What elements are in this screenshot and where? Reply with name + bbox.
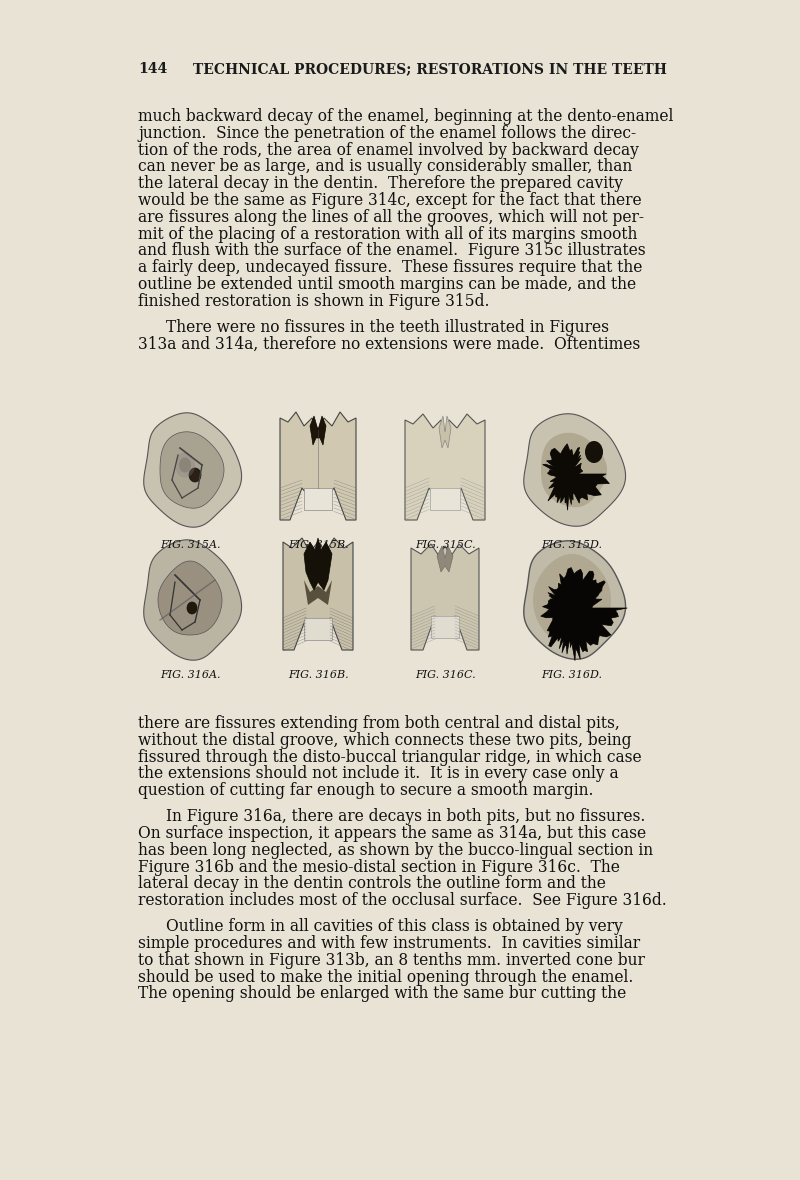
Text: lateral decay in the dentin controls the outline form and the: lateral decay in the dentin controls the… bbox=[138, 876, 606, 892]
Polygon shape bbox=[283, 538, 353, 650]
Text: restoration includes most of the occlusal surface.  See Figure 316d.: restoration includes most of the occlusa… bbox=[138, 892, 666, 910]
Polygon shape bbox=[280, 412, 356, 520]
Text: There were no fissures in the teeth illustrated in Figures: There were no fissures in the teeth illu… bbox=[166, 319, 609, 336]
Polygon shape bbox=[411, 544, 439, 556]
Ellipse shape bbox=[187, 602, 197, 614]
Ellipse shape bbox=[175, 452, 195, 478]
Text: there are fissures extending from both central and distal pits,: there are fissures extending from both c… bbox=[138, 715, 620, 732]
Text: FIG. 316B.: FIG. 316B. bbox=[288, 670, 348, 680]
Text: has been long neglected, as shown by the bucco-lingual section in: has been long neglected, as shown by the… bbox=[138, 841, 653, 859]
Text: can never be as large, and is usually considerably smaller, than: can never be as large, and is usually co… bbox=[138, 158, 632, 176]
Text: FIG. 316D.: FIG. 316D. bbox=[542, 670, 602, 680]
Ellipse shape bbox=[189, 468, 201, 481]
Polygon shape bbox=[437, 546, 453, 572]
Polygon shape bbox=[533, 553, 611, 644]
Polygon shape bbox=[405, 414, 485, 520]
Text: without the distal groove, which connects these two pits, being: without the distal groove, which connect… bbox=[138, 732, 631, 749]
Text: FIG. 315B.: FIG. 315B. bbox=[288, 540, 348, 550]
Polygon shape bbox=[144, 539, 242, 660]
Text: would be the same as Figure 314c, except for the fact that there: would be the same as Figure 314c, except… bbox=[138, 192, 642, 209]
Polygon shape bbox=[144, 413, 242, 527]
Text: finished restoration is shown in Figure 315d.: finished restoration is shown in Figure … bbox=[138, 293, 490, 310]
Polygon shape bbox=[542, 444, 610, 510]
Text: Outline form in all cavities of this class is obtained by very: Outline form in all cavities of this cla… bbox=[166, 918, 622, 936]
Text: much backward decay of the enamel, beginning at the dento-enamel: much backward decay of the enamel, begin… bbox=[138, 109, 674, 125]
Polygon shape bbox=[439, 417, 451, 448]
Polygon shape bbox=[310, 417, 326, 445]
Text: should be used to make the initial opening through the enamel.: should be used to make the initial openi… bbox=[138, 969, 634, 985]
Text: 313a and 314a, therefore no extensions were made.  Oftentimes: 313a and 314a, therefore no extensions w… bbox=[138, 335, 640, 353]
Text: FIG. 315C.: FIG. 315C. bbox=[414, 540, 475, 550]
Text: question of cutting far enough to secure a smooth margin.: question of cutting far enough to secure… bbox=[138, 782, 594, 799]
Polygon shape bbox=[280, 412, 312, 426]
Text: are fissures along the lines of all the grooves, which will not per-: are fissures along the lines of all the … bbox=[138, 209, 644, 225]
Bar bbox=[431, 616, 459, 638]
Polygon shape bbox=[411, 544, 479, 650]
Ellipse shape bbox=[179, 458, 191, 472]
Polygon shape bbox=[541, 568, 627, 661]
Text: FIG. 316C.: FIG. 316C. bbox=[414, 670, 475, 680]
Text: outline be extended until smooth margins can be made, and the: outline be extended until smooth margins… bbox=[138, 276, 636, 293]
Text: a fairly deep, undecayed fissure.  These fissures require that the: a fairly deep, undecayed fissure. These … bbox=[138, 260, 642, 276]
Text: 144: 144 bbox=[138, 63, 167, 76]
Polygon shape bbox=[158, 560, 222, 635]
Text: mit of the placing of a restoration with all of its margins smooth: mit of the placing of a restoration with… bbox=[138, 225, 638, 243]
Text: fissured through the disto-buccal triangular ridge, in which case: fissured through the disto-buccal triang… bbox=[138, 748, 642, 766]
Text: The opening should be enlarged with the same bur cutting the: The opening should be enlarged with the … bbox=[138, 985, 626, 1003]
Polygon shape bbox=[524, 414, 626, 526]
Text: to that shown in Figure 313b, an 8 tenths mm. inverted cone bur: to that shown in Figure 313b, an 8 tenth… bbox=[138, 952, 645, 969]
Bar bbox=[304, 618, 332, 640]
Text: the lateral decay in the dentin.  Therefore the prepared cavity: the lateral decay in the dentin. Therefo… bbox=[138, 175, 623, 192]
Text: tion of the rods, the area of enamel involved by backward decay: tion of the rods, the area of enamel inv… bbox=[138, 142, 639, 158]
Text: FIG. 315A.: FIG. 315A. bbox=[160, 540, 220, 550]
Text: In Figure 316a, there are decays in both pits, but no fissures.: In Figure 316a, there are decays in both… bbox=[166, 808, 646, 825]
Text: On surface inspection, it appears the same as 314a, but this case: On surface inspection, it appears the sa… bbox=[138, 825, 646, 843]
Polygon shape bbox=[524, 540, 626, 660]
Text: and flush with the surface of the enamel.  Figure 315c illustrates: and flush with the surface of the enamel… bbox=[138, 242, 646, 260]
Ellipse shape bbox=[585, 441, 603, 463]
Polygon shape bbox=[304, 538, 332, 590]
Text: FIG. 315D.: FIG. 315D. bbox=[542, 540, 602, 550]
Text: the extensions should not include it.  It is in every case only a: the extensions should not include it. It… bbox=[138, 766, 618, 782]
Bar bbox=[430, 489, 460, 510]
Polygon shape bbox=[304, 581, 332, 605]
Text: FIG. 316A.: FIG. 316A. bbox=[160, 670, 220, 680]
Text: junction.  Since the penetration of the enamel follows the direc-: junction. Since the penetration of the e… bbox=[138, 125, 636, 142]
Text: TECHNICAL PROCEDURES; RESTORATIONS IN THE TEETH: TECHNICAL PROCEDURES; RESTORATIONS IN TH… bbox=[193, 63, 667, 76]
Polygon shape bbox=[160, 432, 224, 509]
Bar bbox=[304, 489, 332, 510]
Polygon shape bbox=[324, 412, 356, 426]
Text: Figure 316b and the mesio-distal section in Figure 316c.  The: Figure 316b and the mesio-distal section… bbox=[138, 859, 620, 876]
Polygon shape bbox=[541, 433, 607, 507]
Text: simple procedures and with few instruments.  In cavities similar: simple procedures and with few instrumen… bbox=[138, 935, 640, 952]
Polygon shape bbox=[451, 544, 479, 556]
